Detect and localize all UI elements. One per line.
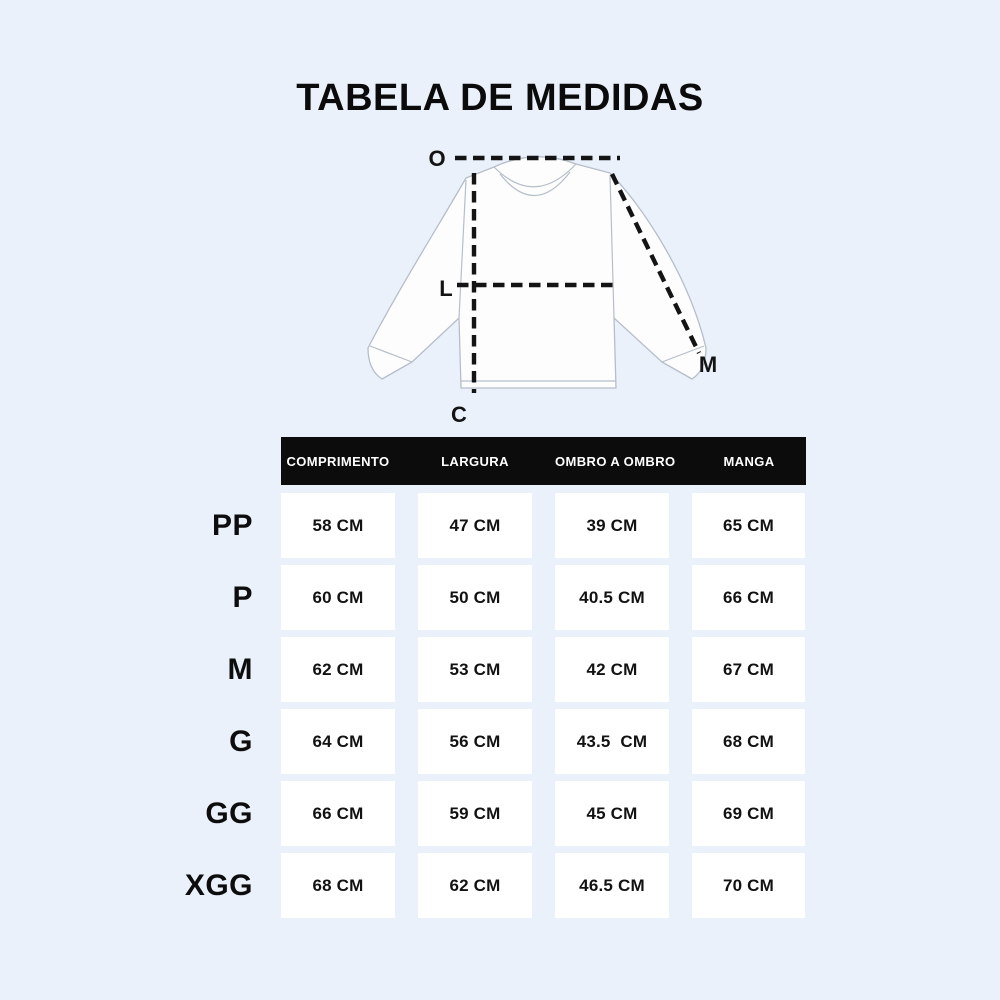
measure-cell: 67 CM	[692, 637, 805, 702]
measure-cell: 65 CM	[692, 493, 805, 558]
table-row: M 62 CM 53 CM 42 CM 67 CM	[150, 637, 806, 702]
column-header-manga: MANGA	[723, 453, 775, 469]
collar-inner-line	[499, 171, 571, 197]
measure-cell: 62 CM	[281, 637, 395, 702]
column-header-largura: LARGURA	[441, 453, 509, 469]
shirt-diagram: O L C M	[367, 146, 717, 427]
table-row: GG 66 CM 59 CM 45 CM 69 CM	[150, 781, 806, 846]
table-body: PP 58 CM 47 CM 39 CM 65 CM P 60 CM 50 CM…	[150, 493, 806, 925]
sleeve-measure-line	[610, 173, 701, 354]
table-row: PP 58 CM 47 CM 39 CM 65 CM	[150, 493, 806, 558]
table-row: P 60 CM 50 CM 40.5 CM 66 CM	[150, 565, 806, 630]
measure-cell: 43.5 CM	[555, 709, 669, 774]
column-header-comprimento: COMPRIMENTO	[286, 453, 390, 469]
table-row: G 64 CM 56 CM 43.5 CM 68 CM	[150, 709, 806, 774]
measure-cell: 60 CM	[281, 565, 395, 630]
measure-cell: 68 CM	[281, 853, 395, 918]
page-title: TABELA DE MEDIDAS	[296, 77, 704, 119]
measure-cell: 46.5 CM	[555, 853, 669, 918]
measure-cell: 42 CM	[555, 637, 669, 702]
table-row: XGG 68 CM 62 CM 46.5 CM 70 CM	[150, 853, 806, 918]
measure-cell: 69 CM	[692, 781, 805, 846]
row-size-label: GG	[205, 796, 253, 830]
measure-cell: 40.5 CM	[555, 565, 669, 630]
shoulder-measure-label: O	[428, 146, 445, 171]
left-body-seam	[458, 179, 467, 319]
measure-cell: 64 CM	[281, 709, 395, 774]
measure-cell: 59 CM	[418, 781, 532, 846]
left-cuff-line	[369, 345, 413, 363]
measure-cell: 66 CM	[281, 781, 395, 846]
measure-cell: 62 CM	[418, 853, 532, 918]
measure-cell: 58 CM	[281, 493, 395, 558]
width-measure-label: L	[439, 276, 452, 301]
collar-neckline	[493, 163, 577, 188]
measure-cell: 56 CM	[418, 709, 532, 774]
column-header-ombro-a-ombro: OMBRO A OMBRO	[555, 453, 676, 469]
row-size-label: PP	[211, 508, 253, 542]
measure-cell: 39 CM	[555, 493, 669, 558]
measure-cell: 53 CM	[418, 637, 532, 702]
row-size-label: XGG	[184, 868, 253, 902]
shirt-outline	[367, 156, 707, 389]
measure-cell: 66 CM	[692, 565, 805, 630]
length-measure-label: C	[451, 402, 467, 427]
sleeve-measure-label: M	[699, 352, 717, 377]
right-body-seam	[609, 174, 615, 319]
measure-cell: 70 CM	[692, 853, 805, 918]
measure-cell: 47 CM	[418, 493, 532, 558]
measure-cell: 50 CM	[418, 565, 532, 630]
row-size-label: P	[232, 580, 253, 614]
measure-cell: 68 CM	[692, 709, 805, 774]
right-cuff-line	[661, 345, 705, 363]
row-size-label: G	[229, 724, 253, 758]
table-header: COMPRIMENTO LARGURA OMBRO A OMBRO MANGA	[281, 437, 806, 485]
row-size-label: M	[227, 652, 253, 686]
measure-cell: 45 CM	[555, 781, 669, 846]
